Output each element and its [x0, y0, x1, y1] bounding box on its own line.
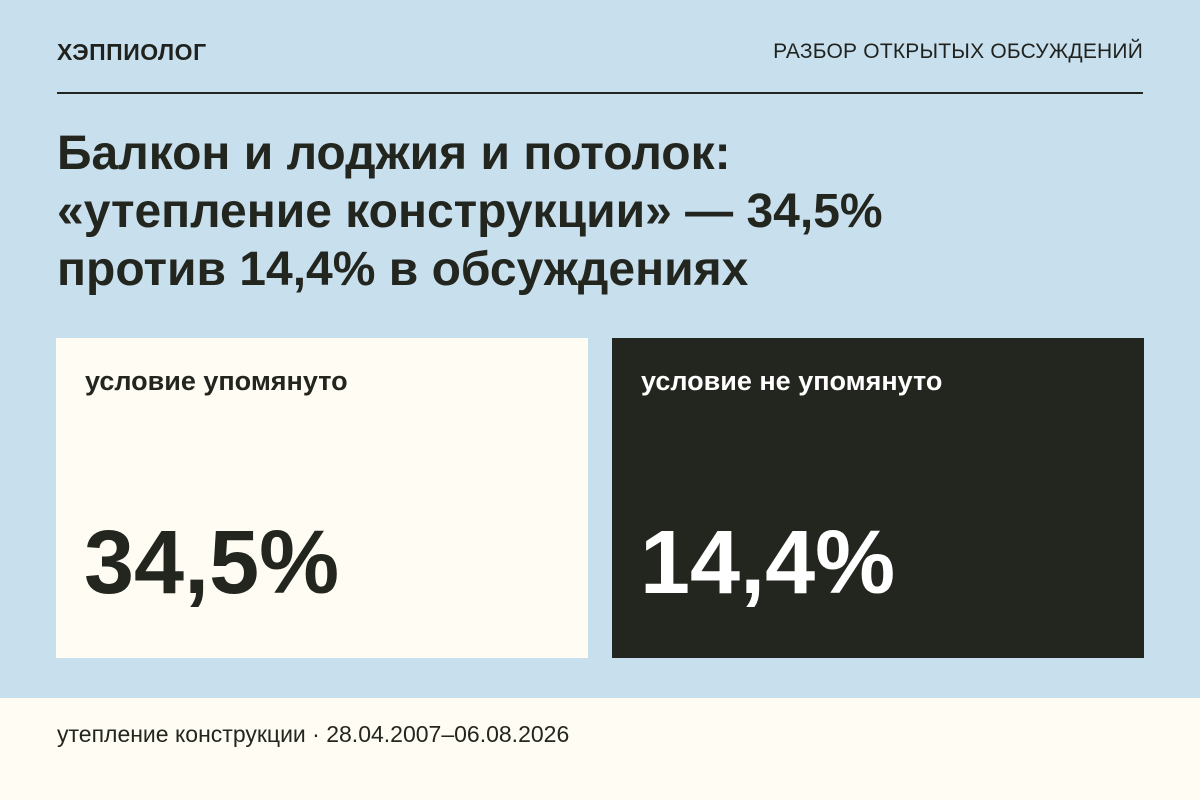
footer: утепление конструкции · 28.04.2007–06.08…: [0, 698, 1200, 800]
brand-name: ХЭППИОЛОГ: [57, 39, 207, 65]
mentioned-label: условие упомянуто: [85, 366, 348, 396]
rubric-title: РАЗБОР ОТКРЫТЫХ ОБСУЖДЕНИЙ: [773, 40, 1143, 63]
not-mentioned-value: 14,4%: [640, 513, 896, 613]
headline-line-3: против 14,4% в обсуждениях: [57, 243, 749, 296]
not-mentioned-label: условие не упомянуто: [641, 366, 943, 396]
headline-line-1: Балкон и лоджия и потолок:: [57, 127, 731, 180]
headline-line-2: «утепление конструкции» — 34,5%: [57, 185, 883, 238]
not-mentioned-card: условие не упомянуто 14,4%: [612, 338, 1144, 658]
headline: Балкон и лоджия и потолок: «утепление ко…: [57, 125, 1143, 299]
header-divider: [57, 92, 1143, 94]
mentioned-value: 34,5%: [84, 513, 340, 613]
mentioned-card: условие упомянуто 34,5%: [56, 338, 588, 658]
footer-caption: утепление конструкции · 28.04.2007–06.08…: [57, 721, 570, 747]
header: ХЭППИОЛОГ РАЗБОР ОТКРЫТЫХ ОБСУЖДЕНИЙ: [57, 36, 1143, 68]
